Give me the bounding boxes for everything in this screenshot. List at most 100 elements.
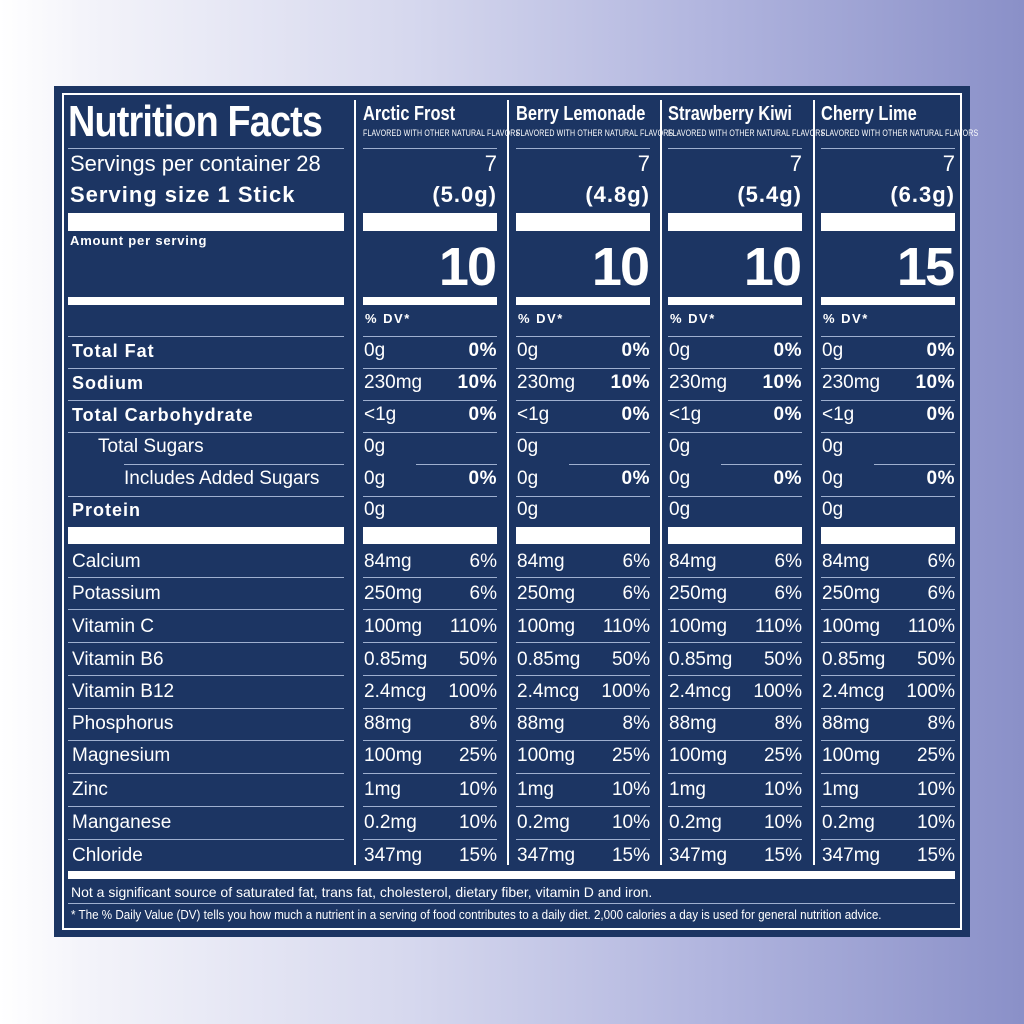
flavor-name: Berry Lemonade: [516, 103, 646, 125]
row-divider: [668, 708, 802, 709]
thick-bar: [68, 213, 344, 231]
row-divider: [821, 609, 955, 610]
micronutrient-amount: 88mg: [822, 713, 870, 734]
thick-bar: [668, 527, 802, 544]
micronutrient-dv: 10%: [458, 812, 497, 833]
nutrient-dv: 0%: [926, 340, 955, 361]
nutrient-amount: 0g: [364, 468, 386, 489]
row-divider: [68, 773, 344, 774]
row-divider: [821, 577, 955, 578]
nutrient-dv: 10%: [915, 372, 955, 393]
medium-bar: [68, 297, 344, 305]
micronutrient-dv: 100%: [753, 681, 802, 702]
micronutrient-dv: 8%: [927, 713, 955, 734]
row-divider: [68, 839, 344, 840]
nutrient-amount: 0g: [822, 468, 844, 489]
row-divider: [569, 464, 650, 465]
row-divider: [668, 336, 802, 337]
micronutrient-label: Vitamin B6: [72, 649, 164, 670]
row-divider: [516, 368, 650, 369]
row-divider: [363, 336, 497, 337]
column-separator: [354, 100, 356, 865]
row-divider: [363, 675, 497, 676]
row-divider: [363, 496, 497, 497]
divider: [821, 148, 955, 149]
micronutrient-amount: 250mg: [364, 583, 423, 604]
servings-count: 7: [789, 151, 802, 176]
micronutrient-dv: 25%: [763, 745, 802, 766]
micronutrient-dv: 15%: [458, 845, 497, 866]
row-divider: [68, 609, 344, 610]
row-divider: [821, 336, 955, 337]
nutrient-amount: 230mg: [364, 372, 423, 393]
micronutrient-amount: 1mg: [517, 779, 554, 800]
row-divider: [516, 496, 650, 497]
micronutrient-amount: 84mg: [517, 551, 565, 572]
micronutrient-label: Chloride: [72, 845, 143, 866]
micronutrient-amount: 88mg: [364, 713, 412, 734]
micronutrient-dv: 10%: [611, 779, 650, 800]
nutrient-amount: <1g: [364, 404, 397, 425]
divider: [516, 148, 650, 149]
micronutrient-amount: 100mg: [669, 616, 728, 637]
nutrient-amount: 0g: [669, 499, 691, 520]
micronutrient-amount: 0.2mg: [364, 812, 417, 833]
nutrient-dv: 0%: [773, 404, 802, 425]
micronutrient-amount: 347mg: [822, 845, 881, 866]
micronutrient-dv: 100%: [601, 681, 650, 702]
micronutrient-dv: 25%: [916, 745, 955, 766]
nutrient-label: Includes Added Sugars: [124, 468, 320, 489]
calories-value: 10: [743, 237, 802, 297]
nutrient-dv: 0%: [773, 340, 802, 361]
dv-header: % DV*: [823, 311, 869, 326]
micronutrient-amount: 100mg: [517, 745, 576, 766]
micronutrient-dv: 10%: [763, 779, 802, 800]
micronutrient-amount: 347mg: [364, 845, 423, 866]
thick-bar: [68, 527, 344, 544]
micronutrient-amount: 84mg: [364, 551, 412, 572]
micronutrient-dv: 6%: [927, 583, 955, 604]
row-divider: [821, 642, 955, 643]
thick-bar: [516, 527, 650, 544]
serving-weight: (4.8g): [585, 182, 650, 207]
row-divider: [124, 464, 344, 465]
row-divider: [821, 839, 955, 840]
servings-per-container: Servings per container 28: [70, 151, 321, 176]
row-divider: [668, 740, 802, 741]
nutrient-dv: 0%: [621, 468, 650, 489]
row-divider: [516, 839, 650, 840]
micronutrient-amount: 0.85mg: [517, 649, 581, 670]
micronutrient-dv: 6%: [622, 551, 650, 572]
row-divider: [721, 464, 802, 465]
micronutrient-amount: 100mg: [364, 616, 423, 637]
row-divider: [668, 496, 802, 497]
thick-bar: [516, 213, 650, 231]
row-divider: [516, 740, 650, 741]
calories-value: 15: [896, 237, 955, 297]
nutrient-amount: <1g: [517, 404, 550, 425]
column-separator: [507, 100, 509, 865]
micronutrient-dv: 10%: [763, 812, 802, 833]
nutrient-dv: 10%: [457, 372, 497, 393]
serving-weight: (6.3g): [890, 182, 955, 207]
nutrient-dv: 0%: [926, 468, 955, 489]
micronutrient-dv: 50%: [763, 649, 802, 670]
row-divider: [68, 577, 344, 578]
row-divider: [516, 708, 650, 709]
micronutrient-amount: 2.4mcg: [364, 681, 427, 702]
row-divider: [516, 609, 650, 610]
row-divider: [68, 400, 344, 401]
micronutrient-dv: 6%: [469, 583, 497, 604]
nutrient-amount: 0g: [669, 340, 691, 361]
nutrient-amount: 230mg: [517, 372, 576, 393]
row-divider: [821, 675, 955, 676]
micronutrient-amount: 0.85mg: [364, 649, 428, 670]
row-divider: [668, 432, 802, 433]
row-divider: [821, 773, 955, 774]
nutrient-label: Sodium: [72, 373, 144, 393]
micronutrient-dv: 15%: [916, 845, 955, 866]
micronutrient-amount: 347mg: [517, 845, 576, 866]
micronutrient-dv: 110%: [449, 616, 497, 637]
micronutrient-label: Phosphorus: [72, 713, 174, 734]
nutrient-amount: 0g: [364, 499, 386, 520]
